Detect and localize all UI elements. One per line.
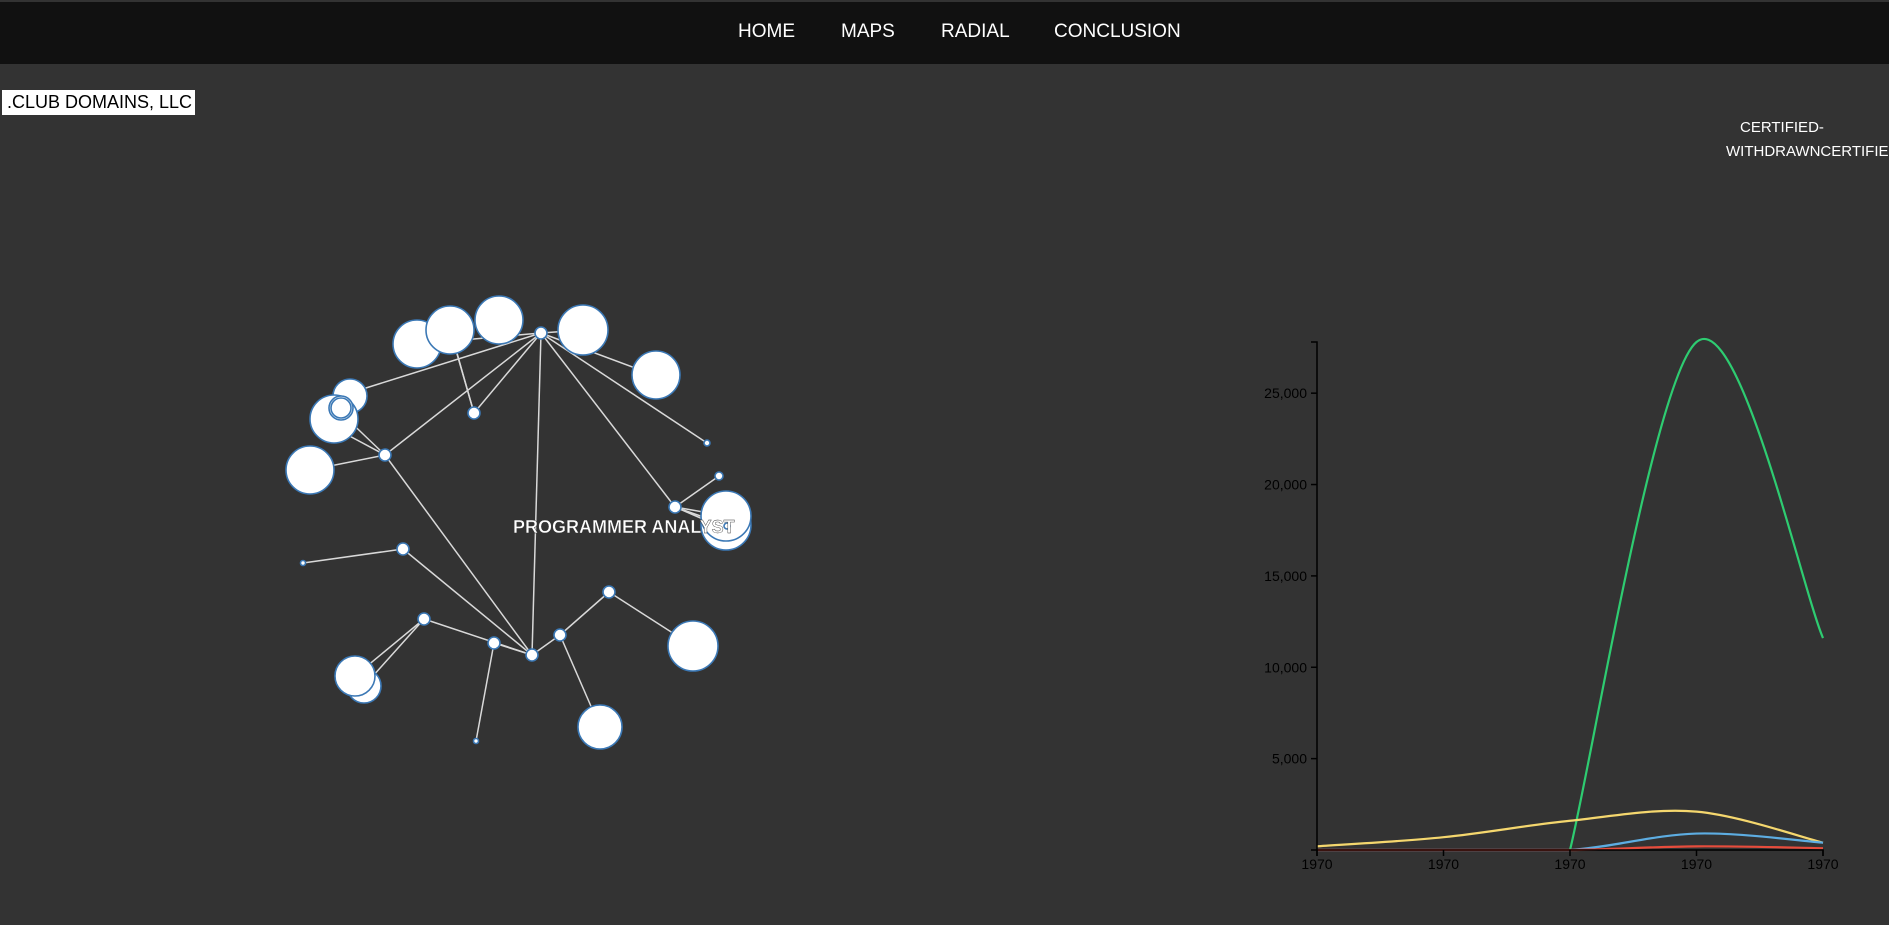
network-link [531, 332, 542, 656]
network-node[interactable] [467, 406, 481, 420]
top-navigation-bar: HOME MAPS RADIAL CONCLUSION [0, 2, 1889, 64]
network-link [384, 454, 533, 656]
network-node[interactable] [723, 522, 731, 530]
network-node[interactable] [714, 471, 724, 481]
network-node[interactable] [700, 490, 752, 542]
network-link [674, 475, 720, 508]
x-tick-label: 1970 [1807, 856, 1838, 872]
nav-radial-link[interactable]: RADIAL [941, 21, 1010, 42]
network-link [349, 332, 542, 394]
chart-series-line-2 [1316, 809, 1824, 848]
nav-maps-link[interactable]: MAPS [841, 21, 895, 42]
x-tick-label: 1970 [1681, 856, 1712, 872]
chart-series-lines [1316, 337, 1825, 852]
network-node[interactable] [472, 737, 480, 745]
x-tick-label: 1970 [1554, 856, 1585, 872]
hover-tooltip: .CLUB DOMAINS, LLC [2, 90, 196, 115]
network-center-label: PROGRAMMER ANALYST [513, 517, 735, 537]
x-tick-label: 1970 [1428, 856, 1459, 872]
nav-home-link[interactable]: HOME [738, 21, 795, 42]
network-node[interactable] [487, 636, 501, 650]
network-node[interactable] [525, 648, 539, 662]
nav-conclusion-link[interactable]: CONCLUSION [1054, 21, 1181, 42]
network-node[interactable] [631, 350, 681, 400]
y-tick-label: 25,000 [1264, 385, 1307, 401]
network-node[interactable] [299, 559, 307, 567]
y-tick-label: 5,000 [1272, 751, 1307, 767]
network-link [384, 332, 542, 456]
y-tick-label: 20,000 [1264, 477, 1307, 493]
network-node[interactable] [534, 326, 548, 340]
chart-axes: 5,000 10,000 15,000 20,000 25,000 1970 1970 197… [1264, 341, 1839, 872]
network-node[interactable] [285, 445, 335, 495]
network-node[interactable] [378, 448, 392, 462]
network-node[interactable] [553, 628, 567, 642]
network-link [540, 332, 676, 508]
network-link [402, 548, 533, 656]
chart-series-line-1 [1568, 337, 1825, 851]
network-node[interactable] [602, 585, 616, 599]
network-node[interactable] [667, 620, 719, 672]
x-tick-label: 1970 [1301, 856, 1332, 872]
network-link [473, 332, 542, 414]
network-node[interactable] [330, 397, 352, 419]
network-link [475, 642, 495, 742]
network-node[interactable] [425, 305, 475, 355]
legend-line-1: CERTIFIED- [1740, 119, 1824, 136]
network-node[interactable] [334, 655, 376, 697]
chart-y-axis [1311, 341, 1318, 851]
network-node[interactable] [396, 542, 410, 556]
network-node[interactable] [703, 439, 711, 447]
network-link [559, 591, 610, 636]
legend-line-2: WITHDRAWNCERTIFIE [1726, 143, 1889, 160]
network-node[interactable] [577, 704, 623, 750]
y-tick-label: 15,000 [1264, 568, 1307, 584]
y-tick-label: 10,000 [1264, 659, 1307, 675]
network-node[interactable] [668, 500, 682, 514]
network-nodes [285, 295, 752, 750]
network-link [302, 548, 404, 564]
network-node[interactable] [557, 304, 609, 356]
network-node[interactable] [474, 295, 524, 345]
network-node[interactable] [417, 612, 431, 626]
